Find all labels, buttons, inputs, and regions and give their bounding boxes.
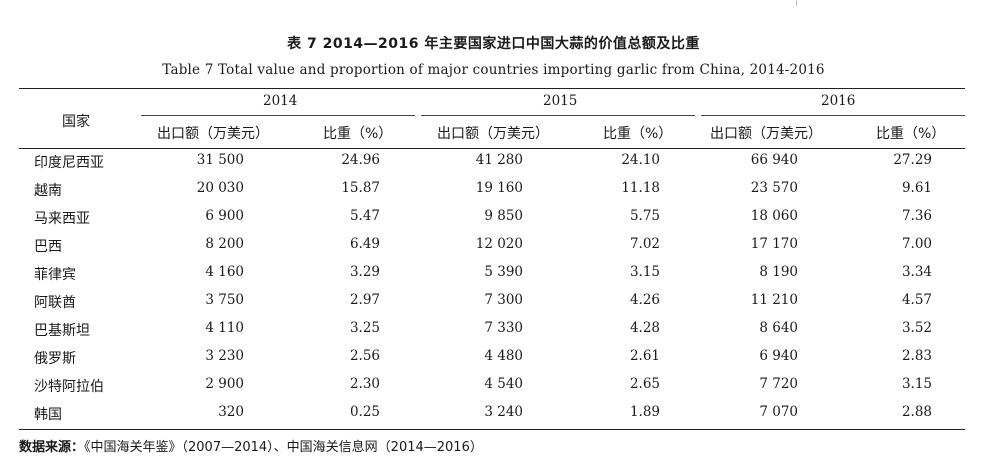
year-2015-underline xyxy=(421,115,695,116)
cell-share-2015: 7.02 xyxy=(629,236,660,252)
table-top-rule xyxy=(19,88,965,89)
cell-share-2014: 3.29 xyxy=(349,264,380,280)
cell-share-2015: 4.26 xyxy=(629,292,660,308)
header-share-2014: 比重（%） xyxy=(323,126,393,142)
cell-share-2014: 24.96 xyxy=(341,152,380,168)
header-value-2016: 出口额（万美元） xyxy=(710,126,822,142)
table-bottom-rule xyxy=(19,429,965,430)
row-country: 越南 xyxy=(34,183,62,199)
cell-value-2014: 2 900 xyxy=(205,376,244,392)
row-country: 俄罗斯 xyxy=(34,351,76,367)
row-country: 沙特阿拉伯 xyxy=(34,379,104,395)
cell-value-2015: 3 240 xyxy=(484,404,523,420)
cell-value-2016: 11 210 xyxy=(750,292,798,308)
row-country: 巴西 xyxy=(34,239,62,255)
cell-value-2014: 6 900 xyxy=(205,208,244,224)
cell-share-2014: 6.49 xyxy=(349,236,380,252)
header-share-2015: 比重（%） xyxy=(603,126,673,142)
cell-share-2016: 3.34 xyxy=(901,264,932,280)
cell-share-2015: 24.10 xyxy=(621,152,660,168)
table-header-rule xyxy=(19,148,965,149)
cell-value-2016: 8 190 xyxy=(759,264,798,280)
header-value-2015: 出口额（万美元） xyxy=(437,126,549,142)
cell-share-2014: 2.97 xyxy=(349,292,380,308)
header-year-2015: 2015 xyxy=(543,93,578,109)
cell-share-2014: 15.87 xyxy=(341,180,380,196)
cell-share-2016: 2.83 xyxy=(901,348,932,364)
row-country: 巴基斯坦 xyxy=(34,323,90,339)
row-country: 菲律宾 xyxy=(34,267,76,283)
cell-value-2014: 320 xyxy=(218,404,244,420)
cell-share-2014: 0.25 xyxy=(349,404,380,420)
cell-value-2015: 5 390 xyxy=(484,264,523,280)
cell-value-2014: 31 500 xyxy=(196,152,244,168)
year-2014-underline xyxy=(141,115,415,116)
header-value-2014: 出口额（万美元） xyxy=(157,126,269,142)
cell-share-2014: 2.30 xyxy=(349,376,380,392)
cell-value-2014: 20 030 xyxy=(196,180,244,196)
cell-share-2015: 1.89 xyxy=(629,404,660,420)
cell-value-2016: 8 640 xyxy=(759,320,798,336)
cell-share-2016: 4.57 xyxy=(901,292,932,308)
data-source-label: 数据来源： xyxy=(19,440,85,455)
cell-value-2016: 18 060 xyxy=(750,208,798,224)
cell-share-2015: 5.75 xyxy=(629,208,660,224)
cell-value-2015: 9 850 xyxy=(484,208,523,224)
header-year-2016: 2016 xyxy=(821,93,856,109)
cell-value-2014: 3 750 xyxy=(205,292,244,308)
cell-share-2015: 2.61 xyxy=(629,348,660,364)
row-country: 阿联酋 xyxy=(34,295,76,311)
cell-value-2015: 7 300 xyxy=(484,292,523,308)
cell-share-2015: 4.28 xyxy=(629,320,660,336)
cell-value-2016: 7 720 xyxy=(759,376,798,392)
cell-value-2014: 8 200 xyxy=(205,236,244,252)
cell-value-2015: 41 280 xyxy=(475,152,523,168)
cell-share-2016: 3.15 xyxy=(901,376,932,392)
cell-value-2016: 6 940 xyxy=(759,348,798,364)
cell-value-2016: 23 570 xyxy=(750,180,798,196)
cell-share-2014: 2.56 xyxy=(349,348,380,364)
header-share-2016: 比重（%） xyxy=(876,126,946,142)
cell-share-2016: 7.00 xyxy=(901,236,932,252)
cell-share-2014: 3.25 xyxy=(349,320,380,336)
cell-value-2015: 7 330 xyxy=(484,320,523,336)
row-country: 印度尼西亚 xyxy=(34,155,104,171)
header-country: 国家 xyxy=(62,114,90,130)
cell-value-2016: 66 940 xyxy=(750,152,798,168)
cell-share-2015: 3.15 xyxy=(629,264,660,280)
cell-value-2016: 7 070 xyxy=(759,404,798,420)
cell-share-2016: 9.61 xyxy=(901,180,932,196)
cell-value-2015: 12 020 xyxy=(475,236,523,252)
data-source-note: 数据来源：《中国海关年鉴》（2007—2014）、中国海关信息网（2014—20… xyxy=(19,436,483,455)
cell-share-2014: 5.47 xyxy=(349,208,380,224)
cell-value-2016: 17 170 xyxy=(750,236,798,252)
cell-value-2014: 4 160 xyxy=(205,264,244,280)
header-year-2014: 2014 xyxy=(263,93,298,109)
cell-value-2014: 4 110 xyxy=(205,320,244,336)
year-2016-underline xyxy=(701,115,965,116)
cell-share-2016: 7.36 xyxy=(901,208,932,224)
cell-value-2015: 4 480 xyxy=(484,348,523,364)
cell-value-2014: 3 230 xyxy=(205,348,244,364)
page-edge-mark xyxy=(796,0,797,6)
cell-share-2016: 3.52 xyxy=(901,320,932,336)
cell-value-2015: 4 540 xyxy=(484,376,523,392)
cell-share-2016: 27.29 xyxy=(893,152,932,168)
data-source-text: 《中国海关年鉴》（2007—2014）、中国海关信息网（2014—2016） xyxy=(84,440,483,455)
cell-share-2015: 2.65 xyxy=(629,376,660,392)
row-country: 马来西亚 xyxy=(34,211,90,227)
table-title-chinese: 表 7 2014—2016 年主要国家进口中国大蒜的价值总额及比重 xyxy=(287,36,700,52)
cell-share-2016: 2.88 xyxy=(901,404,932,420)
cell-value-2015: 19 160 xyxy=(475,180,523,196)
table-title-english: Table 7 Total value and proportion of ma… xyxy=(162,62,825,78)
cell-share-2015: 11.18 xyxy=(621,180,660,196)
row-country: 韩国 xyxy=(34,407,62,423)
